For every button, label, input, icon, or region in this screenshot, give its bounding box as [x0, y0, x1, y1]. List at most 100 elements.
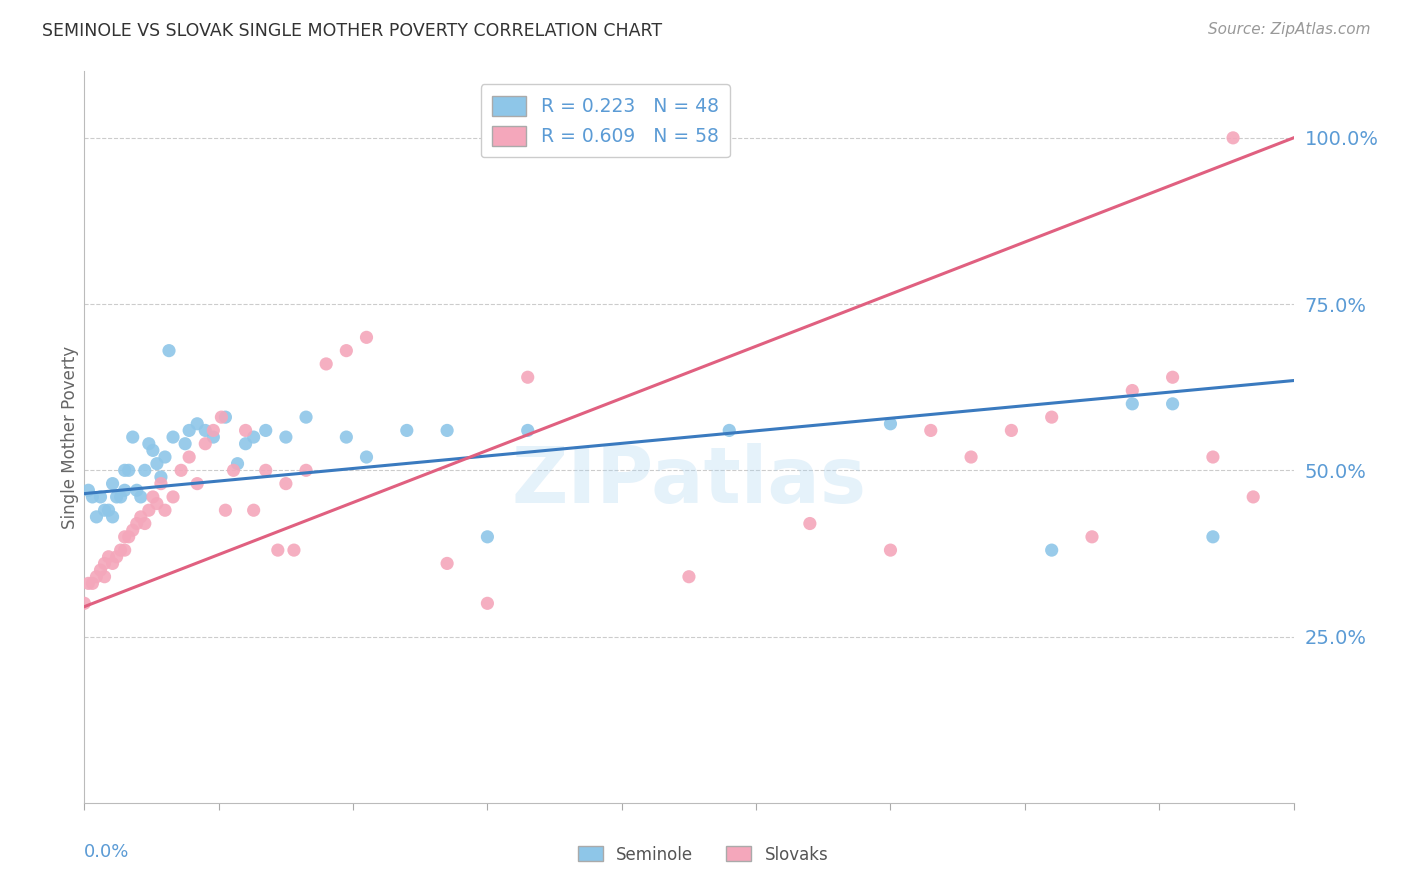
Point: [118, 530, 141, 544]
Point: [799, 516, 821, 531]
Point: [315, 357, 337, 371]
Point: [186, 417, 208, 431]
Point: [105, 490, 128, 504]
Point: [101, 476, 124, 491]
Point: [678, 570, 700, 584]
Point: [516, 424, 538, 438]
Point: [274, 430, 297, 444]
Point: [179, 450, 201, 464]
Point: [146, 457, 169, 471]
Point: [242, 503, 264, 517]
Point: [149, 476, 172, 491]
Point: [97, 549, 120, 564]
Point: [149, 470, 172, 484]
Point: [222, 463, 245, 477]
Point: [89, 490, 111, 504]
Point: [356, 330, 378, 344]
Point: [97, 503, 120, 517]
Point: [1121, 384, 1143, 398]
Point: [129, 490, 152, 504]
Point: [125, 483, 148, 498]
Point: [174, 436, 197, 450]
Point: [242, 430, 264, 444]
Point: [1241, 490, 1264, 504]
Point: [436, 424, 458, 438]
Point: [214, 410, 236, 425]
Point: [162, 490, 184, 504]
Point: [235, 436, 257, 450]
Point: [194, 424, 217, 438]
Point: [114, 463, 136, 477]
Point: [226, 457, 249, 471]
Point: [477, 530, 499, 544]
Point: [335, 343, 357, 358]
Point: [295, 463, 318, 477]
Text: SEMINOLE VS SLOVAK SINGLE MOTHER POVERTY CORRELATION CHART: SEMINOLE VS SLOVAK SINGLE MOTHER POVERTY…: [42, 22, 662, 40]
Text: Source: ZipAtlas.com: Source: ZipAtlas.com: [1208, 22, 1371, 37]
Point: [214, 503, 236, 517]
Point: [93, 570, 115, 584]
Text: ZIPatlas: ZIPatlas: [512, 443, 866, 519]
Point: [114, 543, 136, 558]
Point: [1202, 530, 1225, 544]
Point: [121, 523, 143, 537]
Point: [1222, 131, 1244, 145]
Point: [142, 443, 165, 458]
Point: [157, 343, 180, 358]
Point: [101, 557, 124, 571]
Point: [1081, 530, 1104, 544]
Point: [89, 563, 111, 577]
Point: [93, 503, 115, 517]
Point: [920, 424, 942, 438]
Point: [114, 483, 136, 498]
Point: [1202, 450, 1225, 464]
Point: [395, 424, 418, 438]
Point: [142, 490, 165, 504]
Point: [202, 430, 225, 444]
Point: [254, 424, 277, 438]
Point: [82, 576, 104, 591]
Point: [283, 543, 305, 558]
Point: [295, 410, 318, 425]
Point: [202, 424, 225, 438]
Y-axis label: Single Mother Poverty: Single Mother Poverty: [62, 345, 80, 529]
Point: [267, 543, 290, 558]
Point: [186, 476, 208, 491]
Point: [209, 410, 232, 425]
Point: [138, 436, 160, 450]
Point: [1121, 397, 1143, 411]
Point: [138, 503, 160, 517]
Point: [125, 516, 148, 531]
Point: [516, 370, 538, 384]
Point: [1040, 410, 1063, 425]
Point: [1161, 370, 1184, 384]
Point: [436, 557, 458, 571]
Point: [73, 596, 96, 610]
Point: [179, 424, 201, 438]
Legend: Seminole, Slovaks: Seminole, Slovaks: [571, 839, 835, 871]
Point: [77, 576, 100, 591]
Point: [146, 497, 169, 511]
Point: [105, 549, 128, 564]
Point: [114, 530, 136, 544]
Point: [101, 509, 124, 524]
Point: [879, 417, 901, 431]
Point: [153, 450, 176, 464]
Point: [1000, 424, 1022, 438]
Point: [879, 543, 901, 558]
Point: [335, 430, 357, 444]
Point: [129, 509, 152, 524]
Point: [194, 436, 217, 450]
Point: [235, 424, 257, 438]
Point: [960, 450, 983, 464]
Point: [77, 483, 100, 498]
Point: [1040, 543, 1063, 558]
Point: [110, 543, 132, 558]
Point: [82, 490, 104, 504]
Point: [254, 463, 277, 477]
Text: 0.0%: 0.0%: [84, 843, 129, 861]
Point: [121, 430, 143, 444]
Legend: R = 0.223   N = 48, R = 0.609   N = 58: R = 0.223 N = 48, R = 0.609 N = 58: [481, 85, 730, 157]
Point: [1161, 397, 1184, 411]
Point: [274, 476, 297, 491]
